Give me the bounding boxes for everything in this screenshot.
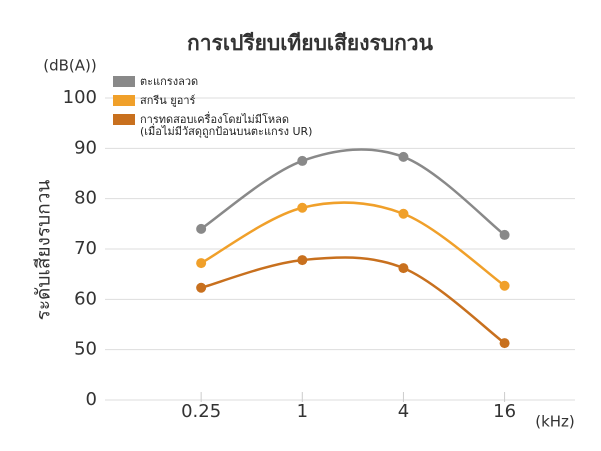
x-tick-label: 0.25 [181,401,221,422]
data-point [398,151,409,162]
y-tick-label: 60 [74,288,97,309]
x-tick-label: 16 [493,401,516,422]
data-point [499,229,510,240]
y-tick-label: 80 [74,188,97,209]
legend-swatch [113,114,135,125]
series-line [200,148,506,236]
data-point [398,208,409,219]
data-point [297,155,308,166]
x-tick-label: 1 [297,401,308,422]
y-tick-label: 70 [74,238,97,259]
y-tick-label: 90 [74,137,97,158]
legend-swatch [113,95,135,106]
data-point [297,255,308,266]
data-point [196,258,207,269]
data-point [196,282,207,293]
series-line [200,256,506,345]
y-axis-label: ระดับเสียงรบกวน [33,180,55,321]
data-point [297,202,308,213]
data-point [196,223,207,234]
legend-label: สกรีน ยูอาร์ [140,94,196,107]
x-tick-label: 4 [398,401,409,422]
legend-label: การทดสอบเครื่องโดยไม่มีโหลด (เมื่อไม่มีว… [140,113,313,138]
legend-label: ตะแกรงลวด [140,75,199,88]
y-unit: (dB(A)) [43,57,96,75]
data-point [499,338,510,349]
series-line [200,201,506,287]
x-unit: (kHz) [535,413,575,431]
legend-swatch [113,76,135,87]
data-point [398,263,409,274]
y-tick-label: 0 [86,389,97,410]
data-point [499,280,510,291]
y-tick-label: 50 [74,339,97,360]
y-tick-label: 100 [63,87,97,108]
chart-title: การเปรียบเทียบเสียงรบกวน [187,31,434,55]
